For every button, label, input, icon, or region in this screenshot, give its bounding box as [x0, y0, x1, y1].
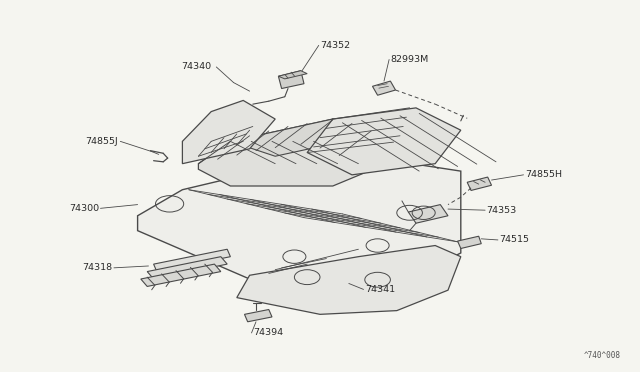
Polygon shape	[230, 119, 378, 156]
Polygon shape	[244, 310, 272, 322]
Polygon shape	[141, 264, 221, 286]
Polygon shape	[147, 257, 227, 279]
Polygon shape	[182, 100, 275, 164]
Polygon shape	[307, 108, 461, 175]
Polygon shape	[458, 236, 481, 248]
Text: 74855J: 74855J	[86, 137, 118, 146]
Text: 74341: 74341	[365, 285, 395, 294]
Polygon shape	[237, 246, 461, 314]
Polygon shape	[138, 153, 461, 279]
Text: 74300: 74300	[69, 204, 99, 213]
Text: 82993M: 82993M	[390, 55, 429, 64]
Text: ^740^008: ^740^008	[584, 351, 621, 360]
Polygon shape	[408, 205, 448, 223]
Text: 74352: 74352	[320, 41, 350, 50]
Text: 74340: 74340	[181, 62, 211, 71]
Polygon shape	[198, 119, 378, 186]
Text: 74353: 74353	[486, 206, 516, 215]
Text: 74318: 74318	[82, 263, 112, 272]
Text: 74515: 74515	[499, 235, 529, 244]
Polygon shape	[467, 177, 492, 190]
Text: 74394: 74394	[253, 328, 283, 337]
Polygon shape	[154, 249, 230, 272]
Polygon shape	[278, 71, 304, 89]
Polygon shape	[372, 81, 396, 95]
Text: 74855H: 74855H	[525, 170, 562, 179]
Polygon shape	[278, 71, 307, 79]
